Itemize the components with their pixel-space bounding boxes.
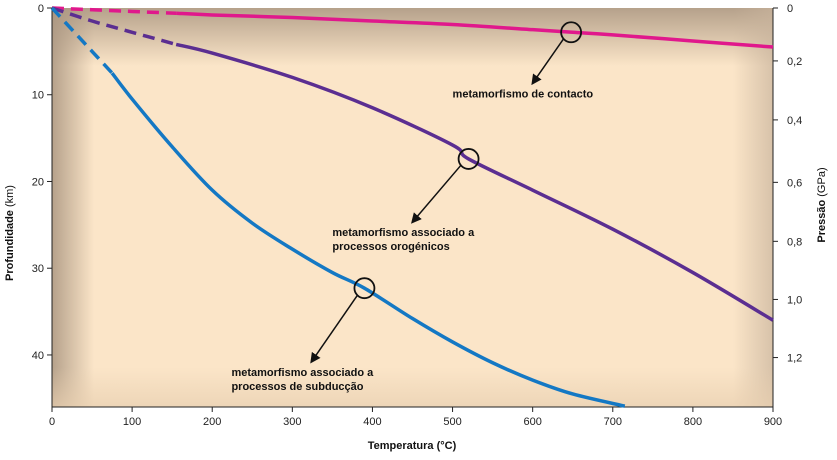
plot-shade-left — [52, 8, 94, 407]
x-tick-label: 500 — [443, 416, 461, 428]
series-orogenic-annotation: metamorfismo associado a processos orogén… — [332, 227, 475, 253]
y-axis-right-title-bold: Pressão — [816, 200, 828, 243]
x-tick-label: 400 — [363, 416, 381, 428]
y-left-tick-label: 10 — [32, 90, 44, 102]
x-tick-label: 300 — [283, 416, 301, 428]
series-subduction-arrow — [310, 294, 359, 364]
svg-text:Profundidade (km): Profundidade (km) — [4, 185, 16, 281]
plot-shade-bottom — [52, 367, 773, 407]
plot-shade-right — [733, 8, 773, 407]
x-tick-label: 100 — [123, 416, 141, 428]
y-right-tick-label: 0,4 — [787, 115, 802, 127]
y-left-tick-label: 0 — [38, 3, 44, 15]
y-left-tick-label: 30 — [32, 263, 44, 275]
series-subduction-dashed-line — [50, 6, 114, 75]
series-contact-dashed-line — [51, 6, 177, 15]
series-contact-annotation-line: metamorfismo de contacto — [453, 88, 594, 100]
y-axis-left-title-unit: (km) — [4, 185, 16, 207]
series-orogenic-annotation-line: metamorfismo associado a — [332, 227, 475, 239]
plot-background — [52, 8, 773, 407]
series-contact-line — [176, 11, 774, 49]
x-axis-title: Temperatura (°C) — [368, 440, 457, 452]
y-axis-right-title: Pressão (GPa) — [816, 167, 828, 242]
y-axis-left-title: Profundidade (km) — [4, 185, 16, 281]
series-orogenic-marker — [457, 148, 480, 170]
y-axis-left-title-bold: Profundidade — [4, 210, 16, 281]
series-orogenic-arrow — [411, 164, 462, 224]
series-contact-marker — [560, 21, 583, 44]
series-orogenic-annotation-line: processos orogénicos — [332, 241, 449, 253]
axes — [51, 8, 774, 408]
series-contact-arrow — [531, 38, 565, 86]
series-subduction-annotation-line: processos de subducção — [231, 381, 363, 393]
y-right-tick-label: 1,0 — [787, 294, 802, 306]
plot-shade-top — [52, 8, 773, 66]
y-left-tick-label: 40 — [32, 350, 44, 362]
x-tick-label: 600 — [523, 416, 541, 428]
y-right-tick-label: 0,6 — [787, 177, 802, 189]
y-right-tick-label: 0,8 — [787, 236, 802, 248]
x-tick-label: 800 — [684, 416, 702, 428]
series-subduction-annotation: metamorfismo associado a processos de sub… — [231, 367, 374, 393]
series-subduction-marker — [353, 277, 376, 300]
x-tick-label: 700 — [604, 416, 622, 428]
series-contact-annotation: metamorfismo de contacto — [453, 88, 594, 100]
series-orogenic-dashed-line — [51, 6, 177, 47]
y-left-tick-label: 20 — [32, 176, 44, 188]
svg-text:Pressão (GPa): Pressão (GPa) — [816, 167, 828, 242]
plot-area — [52, 8, 773, 407]
y-right-tick-label: 0,2 — [787, 56, 802, 68]
annotation-layer: metamorfismo de contacto metamorfismo ass… — [231, 21, 594, 393]
x-tick-label: 0 — [49, 416, 55, 428]
y-axis-right-title-unit: (GPa) — [816, 167, 828, 196]
y-right-tick-label: 0 — [787, 3, 793, 15]
x-tick-label: 900 — [764, 416, 782, 428]
x-tick-label: 200 — [203, 416, 221, 428]
series-subduction-line — [110, 71, 626, 408]
ticks-layer: 0 100 200 300 400 500 600 700 800 90001020304000,… — [32, 3, 803, 428]
series-subduction-annotation-line: metamorfismo associado a — [231, 367, 374, 379]
y-right-tick-label: 1,2 — [787, 353, 802, 365]
